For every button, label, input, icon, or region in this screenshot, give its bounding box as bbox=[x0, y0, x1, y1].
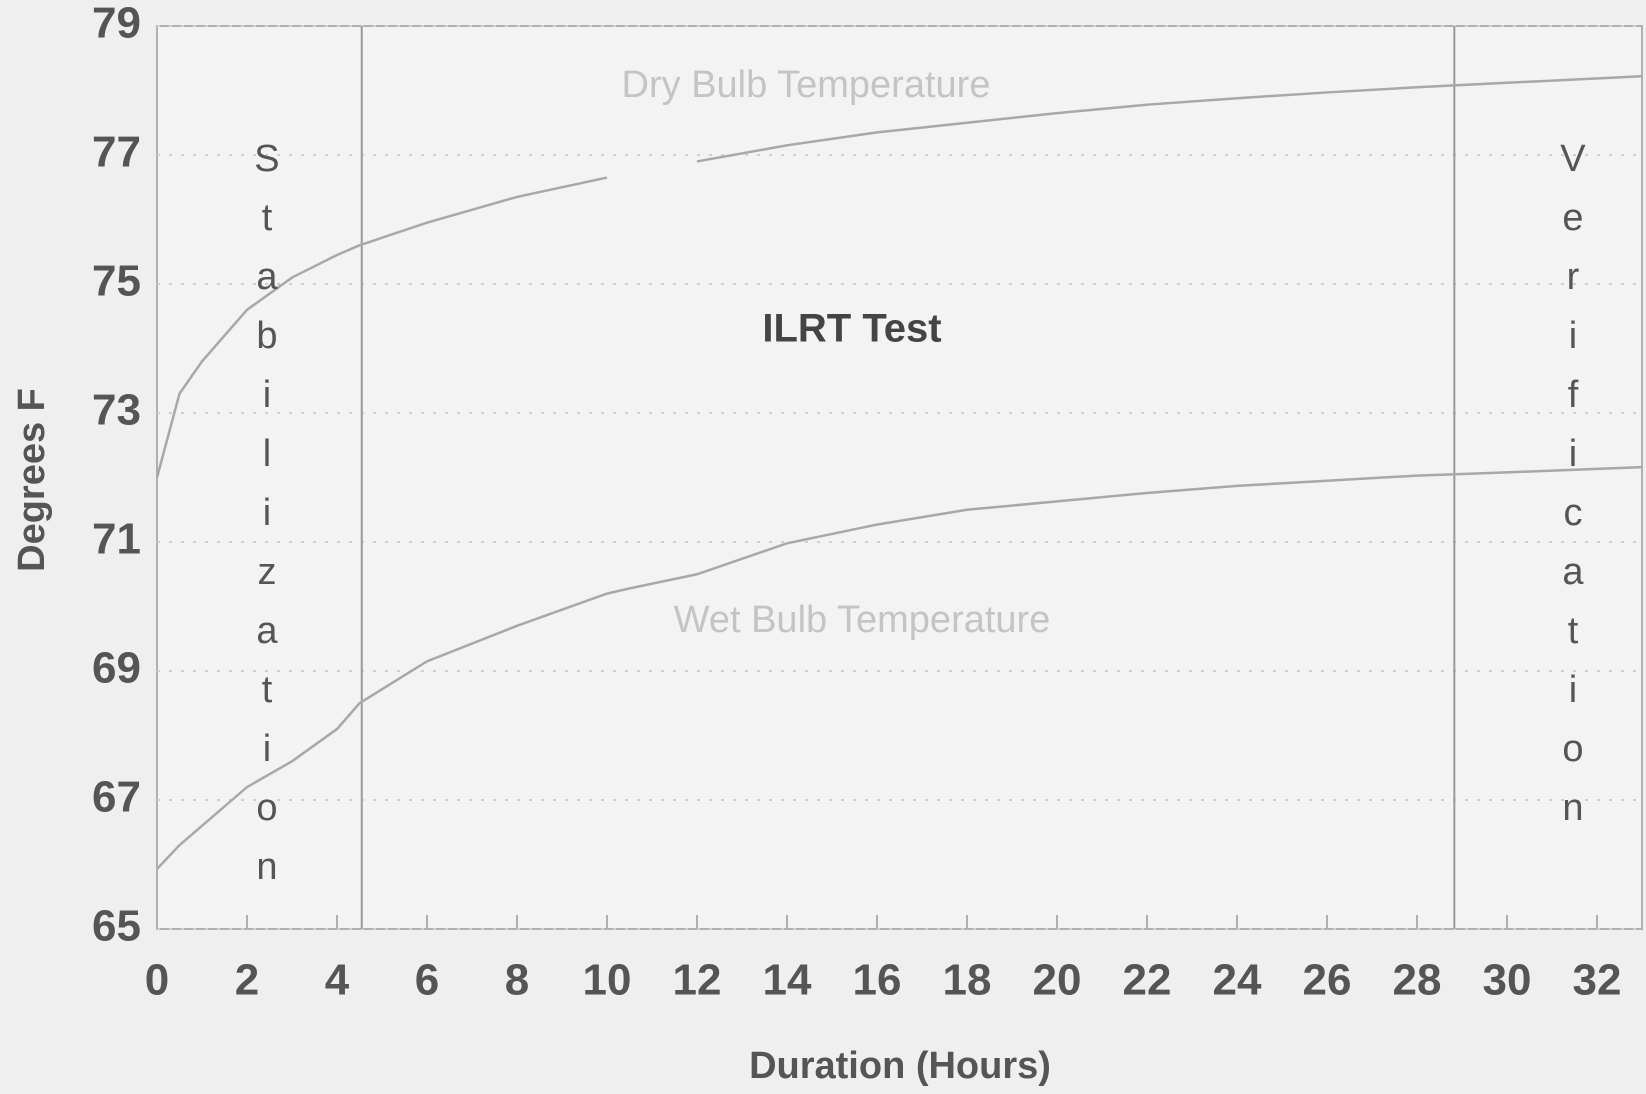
x-tick-label: 24 bbox=[1213, 956, 1262, 1005]
annotation: ILRT Test bbox=[762, 307, 941, 351]
series-label: Dry Bulb Temperature bbox=[622, 64, 991, 106]
x-tick-label: 4 bbox=[325, 956, 350, 1005]
y-tick-label: 67 bbox=[92, 773, 141, 822]
x-tick-label: 18 bbox=[943, 956, 992, 1005]
x-tick-label: 14 bbox=[763, 956, 812, 1005]
series-label: Wet Bulb Temperature bbox=[674, 599, 1051, 641]
y-tick-label: 75 bbox=[92, 257, 141, 306]
vertical-annotation: Verification bbox=[1552, 138, 1594, 846]
series-line bbox=[155, 75, 1643, 478]
x-tick-label: 6 bbox=[415, 956, 439, 1005]
x-tick-label: 28 bbox=[1393, 956, 1442, 1005]
vertical-annotation: Stabilization bbox=[246, 138, 288, 905]
x-tick-label: 16 bbox=[853, 956, 902, 1005]
x-axis-title: Duration (Hours) bbox=[749, 1045, 1051, 1087]
y-tick-label: 65 bbox=[92, 902, 141, 951]
y-tick-label: 71 bbox=[92, 515, 141, 564]
series-line bbox=[156, 465, 1643, 870]
x-tick-label: 2 bbox=[235, 956, 259, 1005]
y-tick-label: 73 bbox=[92, 386, 141, 435]
x-tick-label: 22 bbox=[1123, 956, 1172, 1005]
x-tick-label: 30 bbox=[1483, 956, 1532, 1005]
y-tick-label: 69 bbox=[92, 644, 141, 693]
x-tick-label: 26 bbox=[1303, 956, 1352, 1005]
y-tick-label: 77 bbox=[92, 128, 141, 177]
x-tick-label: 12 bbox=[673, 956, 722, 1005]
x-tick-label: 8 bbox=[505, 956, 529, 1005]
x-tick-label: 0 bbox=[145, 956, 169, 1005]
x-tick-label: 10 bbox=[583, 956, 632, 1005]
y-axis-title: Degrees F bbox=[11, 388, 53, 572]
y-tick-label: 79 bbox=[92, 0, 141, 48]
x-tick-label: 32 bbox=[1573, 956, 1622, 1005]
x-tick-label: 20 bbox=[1033, 956, 1082, 1005]
plot-area bbox=[156, 25, 1643, 930]
